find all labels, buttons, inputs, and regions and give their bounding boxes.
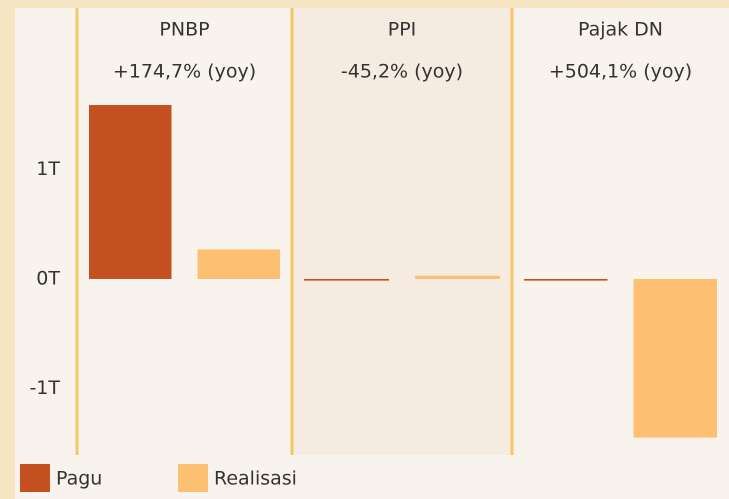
legend-label: Realisasi (214, 468, 297, 490)
bar (89, 105, 172, 279)
panel-title: Pajak DN (578, 19, 663, 41)
panel-title: PPI (388, 19, 417, 41)
y-tick-label: 1T (36, 158, 60, 180)
bar (633, 278, 717, 438)
y-tick-label: -1T (29, 377, 60, 399)
bar (524, 278, 608, 281)
bar (197, 249, 280, 279)
bar (415, 275, 500, 279)
legend-swatch (20, 464, 50, 492)
legend-swatch (178, 464, 208, 492)
panel-subtitle: -45,2% (yoy) (341, 61, 463, 83)
bar (304, 278, 389, 281)
y-tick-label: 0T (36, 267, 60, 289)
panel-subtitle: +504,1% (yoy) (549, 61, 692, 83)
legend-label: Pagu (56, 468, 102, 490)
panel-shade (292, 8, 512, 455)
panel-subtitle: +174,7% (yoy) (113, 61, 256, 83)
panel-title: PNBP (159, 19, 209, 41)
